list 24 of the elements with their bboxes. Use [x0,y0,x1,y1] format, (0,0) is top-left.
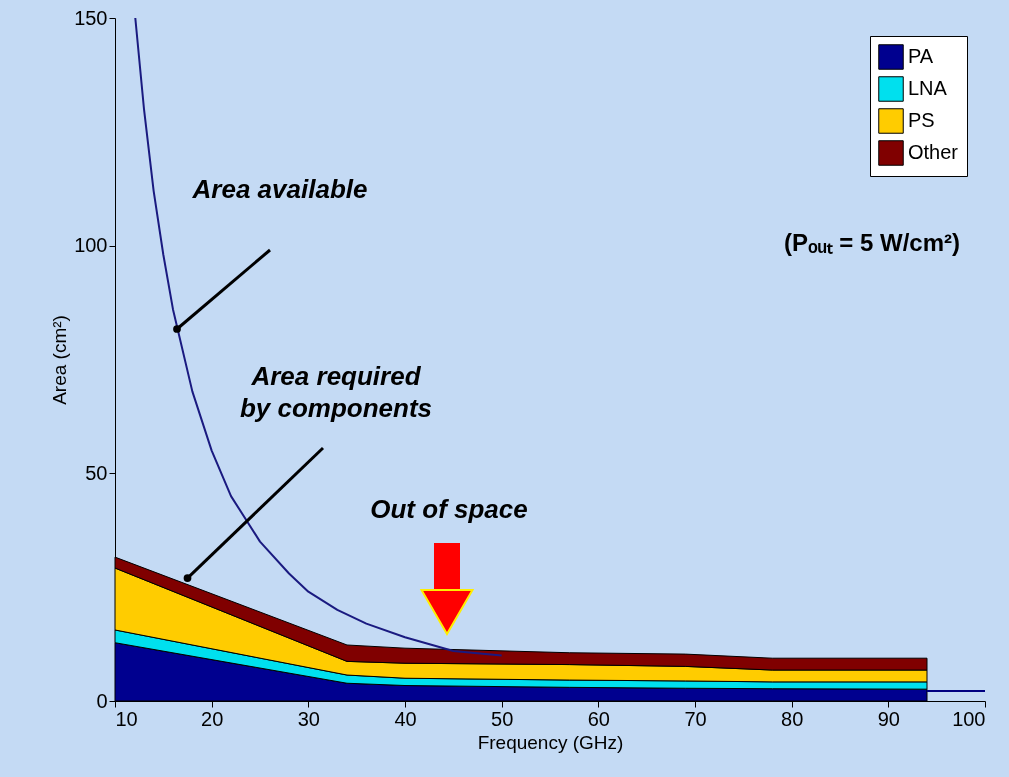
annotation: Area required by components [239,361,433,423]
x-tick-label: 30 [297,707,320,730]
x-tick-label: 70 [684,707,707,730]
y-tick-label: 0 [96,689,108,712]
x-tick-label: 40 [394,707,417,730]
x-tick-label: 100 [952,707,986,730]
legend-label: PS [908,109,935,131]
x-tick-label: 80 [781,707,804,730]
y-tick-label: 150 [74,6,108,29]
x-tick-label: 10 [115,707,138,730]
x-axis-title: Frequency (GHz) [477,731,624,753]
legend-label: Other [908,141,959,163]
y-tick-label: 50 [85,461,108,484]
annotation: Area available [191,174,368,204]
x-tick-label: 50 [491,707,514,730]
annotation: (Pₒᵤₜ = 5 W/cm²) [783,229,961,256]
x-tick-label: 20 [201,707,224,730]
y-tick-label: 100 [74,234,108,257]
x-tick-label: 90 [877,707,900,730]
legend-label: LNA [908,77,948,99]
legend-label: PA [908,45,934,67]
y-axis-title: Area (cm²) [49,315,71,405]
annotation: Out of space [370,494,528,524]
x-tick-label: 60 [587,707,610,730]
